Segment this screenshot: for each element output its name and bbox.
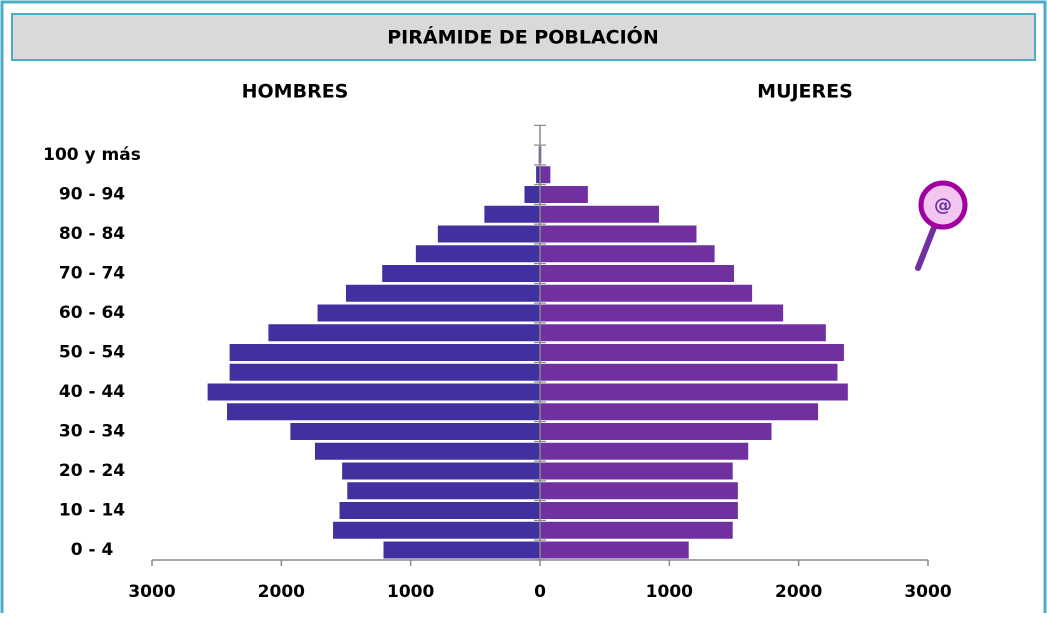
bar (314, 442, 540, 460)
y-tick-label: 30 - 34 (59, 422, 125, 442)
y-tick-label: 60 - 64 (59, 303, 125, 323)
y-tick-label: 90 - 94 (59, 185, 125, 205)
y-tick-label: 70 - 74 (59, 264, 125, 284)
x-tick-label: 1000 (387, 582, 434, 602)
y-tick-label: 100 y más (43, 145, 141, 165)
bar (207, 383, 540, 401)
bar (540, 442, 749, 460)
bar (540, 462, 733, 480)
bar (540, 245, 715, 263)
bar (333, 521, 540, 539)
bar (229, 344, 540, 361)
bar (540, 482, 738, 500)
bar (346, 284, 540, 302)
bar (540, 403, 819, 421)
bar (227, 403, 540, 421)
bar (540, 186, 588, 203)
bar (540, 423, 772, 440)
chart-title: PIRÁMIDE DE POBLACIÓN (387, 25, 658, 49)
y-tick-label: 50 - 54 (59, 343, 125, 363)
bar (415, 245, 540, 263)
bar (540, 383, 848, 401)
bar (540, 265, 734, 282)
bar (540, 166, 551, 184)
bar (524, 186, 540, 203)
y-tick-label: 40 - 44 (59, 382, 125, 402)
bar (317, 304, 540, 322)
x-tick-label: 3000 (128, 582, 175, 602)
y-tick-label: 0 - 4 (71, 540, 114, 560)
bar (437, 225, 540, 243)
bar (540, 344, 844, 361)
bar (229, 363, 540, 381)
bar (540, 541, 689, 559)
x-tick-label: 2000 (775, 582, 822, 602)
x-tick-label: 1000 (646, 582, 693, 602)
y-tick-label: 10 - 14 (59, 501, 125, 521)
svg-text:@: @ (934, 195, 952, 216)
magnifier-icon: @ (915, 180, 968, 271)
bar (484, 205, 540, 223)
x-tick-label: 0 (534, 582, 546, 602)
bar (382, 265, 540, 282)
y-tick-label: 80 - 84 (59, 224, 125, 244)
bar (342, 462, 540, 480)
bar (383, 541, 540, 559)
bar (536, 166, 540, 184)
bar (540, 205, 659, 223)
bar (540, 225, 697, 243)
bar (339, 502, 540, 519)
legend-label: MUJERES (757, 81, 853, 103)
x-tick-label: 2000 (258, 582, 305, 602)
legend-label: HOMBRES (242, 81, 349, 103)
bar (347, 482, 540, 500)
title-bar (11, 13, 1036, 61)
bar (540, 502, 738, 519)
x-tick-label: 3000 (904, 582, 951, 602)
bar (268, 324, 540, 342)
y-tick-label: 20 - 24 (59, 461, 125, 481)
bar (540, 363, 838, 381)
bar (540, 324, 826, 342)
bar (540, 521, 733, 539)
bar (540, 304, 784, 322)
bar (290, 423, 540, 440)
bar (540, 284, 753, 302)
